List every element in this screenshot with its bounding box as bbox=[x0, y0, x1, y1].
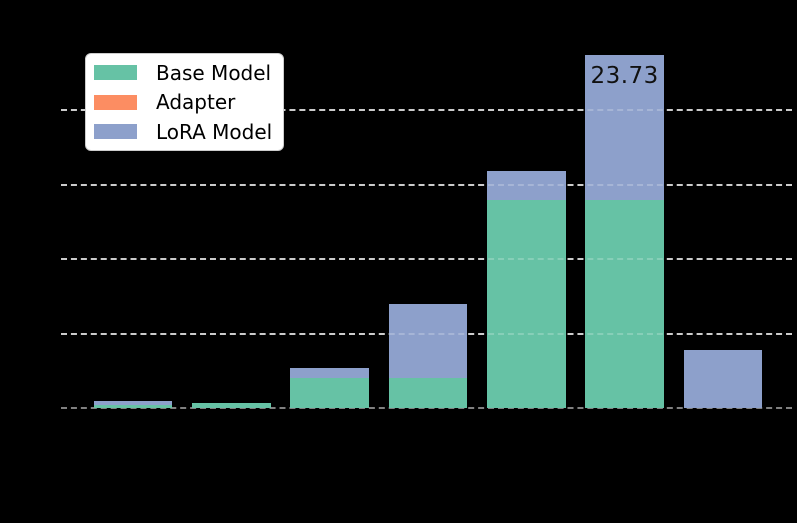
bar-segment-lora-model bbox=[487, 171, 566, 200]
legend-swatch-icon bbox=[94, 65, 137, 80]
legend-item-label: Base Model bbox=[156, 60, 272, 85]
bar-segment-lora-model bbox=[585, 54, 664, 200]
bar-segment-lora-model bbox=[683, 349, 763, 408]
gridline-overlay bbox=[61, 258, 792, 261]
bar-segment-base-model bbox=[585, 199, 664, 408]
bar-segment-lora-model bbox=[388, 303, 468, 379]
legend-swatch-icon bbox=[94, 94, 137, 110]
bar-segment-lora-model bbox=[93, 401, 173, 405]
gridline bbox=[61, 183, 792, 186]
legend: Base Model Adapter LoRA Model bbox=[85, 53, 284, 151]
gridline bbox=[61, 258, 792, 261]
gridline-overlay bbox=[61, 109, 792, 112]
legend-item-label: Adapter bbox=[156, 90, 236, 114]
legend-item-adapter: Adapter bbox=[86, 88, 283, 116]
bar-value-label: 23.73 bbox=[590, 63, 659, 89]
legend-item-base-model: Base Model bbox=[86, 59, 283, 87]
legend-swatch-icon bbox=[94, 124, 137, 139]
legend-item-lora-model: LoRA Model bbox=[86, 118, 283, 146]
legend-item-label: LoRA Model bbox=[156, 119, 273, 144]
bar-segment-lora-model bbox=[290, 367, 369, 379]
gridline-overlay bbox=[61, 332, 792, 335]
bar-segment-base-model bbox=[290, 378, 369, 408]
x-axis-zero-line bbox=[61, 407, 792, 409]
gridline bbox=[61, 109, 792, 112]
gridline-overlay bbox=[61, 183, 792, 186]
bar-segment-base-model bbox=[93, 405, 173, 408]
bar-segment-base-model bbox=[192, 402, 271, 408]
bar-segment-base-model bbox=[487, 199, 566, 408]
bar-segment-base-model bbox=[388, 378, 468, 408]
